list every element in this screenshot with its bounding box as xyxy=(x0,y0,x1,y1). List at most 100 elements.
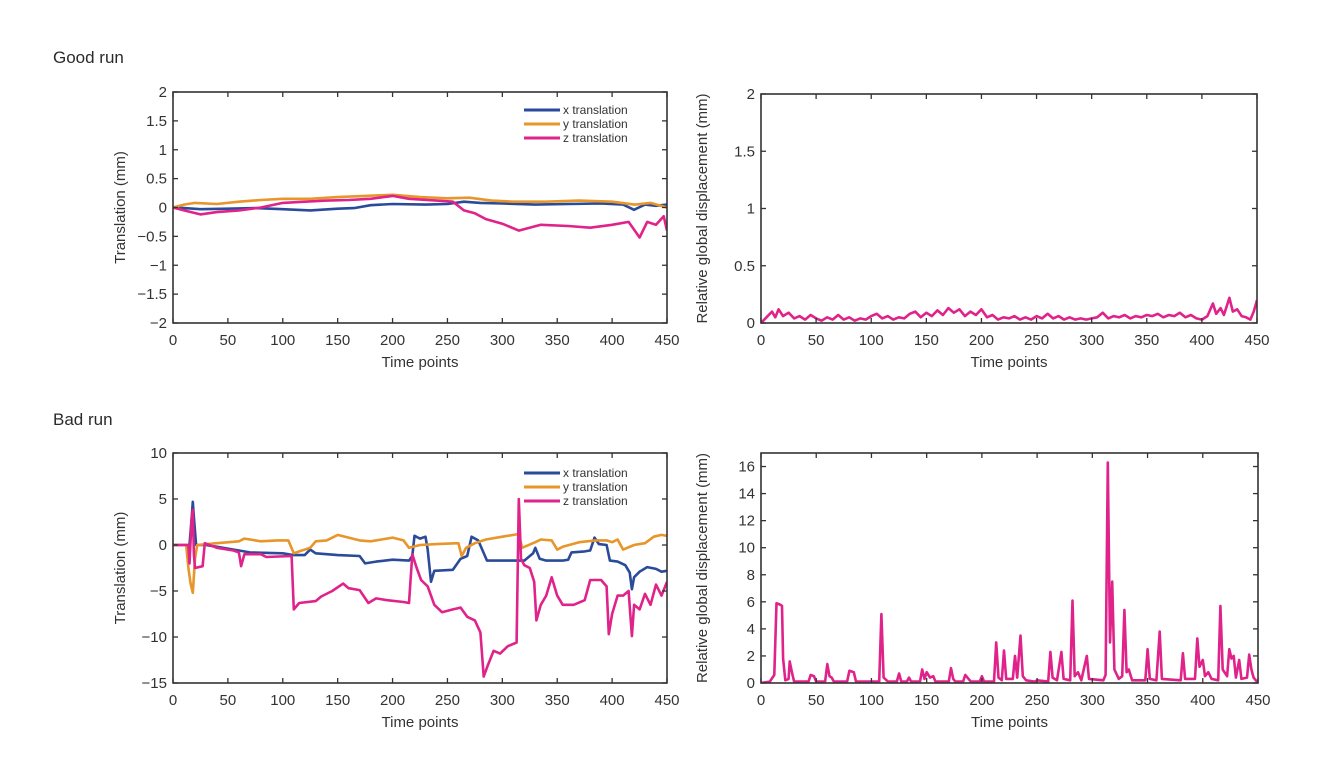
x-tick-label: 450 xyxy=(654,332,679,349)
series-line-z-translation xyxy=(173,497,667,678)
y-axis-label: Translation (mm) xyxy=(112,151,129,264)
x-axis-label: Time points xyxy=(971,354,1048,371)
chart-bad-translation: 0 50 100 150 200 250 300 350 400 450 −15 −10 −5 0 5 10 T… xyxy=(112,445,680,731)
x-tick-label: 350 xyxy=(1134,332,1159,349)
x-tick-label: 350 xyxy=(545,692,570,709)
series-line-x-translation xyxy=(173,500,667,591)
y-tick-label: 10 xyxy=(738,540,755,557)
y-tick-label: 10 xyxy=(150,445,167,462)
series-line-y-translation xyxy=(173,193,667,209)
x-tick-label: 400 xyxy=(600,692,625,709)
x-axis-label: Time points xyxy=(382,714,459,731)
x-tick-label: 250 xyxy=(435,332,460,349)
x-tick-label: 450 xyxy=(654,692,679,709)
x-tick-label: 250 xyxy=(1025,692,1050,709)
x-tick-label: 0 xyxy=(757,332,765,349)
series-line-y-translation xyxy=(173,532,667,595)
y-tick-label: −1 xyxy=(150,257,167,274)
x-tick-label: 150 xyxy=(914,692,939,709)
x-tick-label: 0 xyxy=(169,692,177,709)
series-line-displacement xyxy=(761,296,1257,323)
x-tick-label: 200 xyxy=(969,332,994,349)
good-run-title: Good run xyxy=(53,48,124,67)
y-tick-label: −10 xyxy=(142,629,167,646)
x-axis-label: Time points xyxy=(382,354,459,371)
x-tick-label: 50 xyxy=(220,692,237,709)
x-tick-label: 50 xyxy=(808,692,825,709)
y-tick-label: 5 xyxy=(159,491,167,508)
y-tick-label: 0 xyxy=(159,200,167,217)
x-axis-label: Time points xyxy=(971,714,1048,731)
y-tick-label: 1 xyxy=(747,201,755,218)
y-tick-label: 6 xyxy=(747,594,755,611)
plot-frame xyxy=(172,452,668,684)
y-tick-label: 0.5 xyxy=(146,171,167,188)
y-tick-label: −1.5 xyxy=(137,286,167,303)
x-tick-label: 150 xyxy=(325,692,350,709)
x-tick-label: 400 xyxy=(1189,332,1214,349)
y-tick-label: 0.5 xyxy=(734,258,755,275)
x-tick-label: 300 xyxy=(490,332,515,349)
x-tick-label: 250 xyxy=(435,692,460,709)
x-tick-label: 200 xyxy=(380,332,405,349)
y-tick-label: 16 xyxy=(738,459,755,476)
x-tick-label: 50 xyxy=(220,332,237,349)
x-tick-label: 300 xyxy=(1080,692,1105,709)
chart-good-translation: 0 50 100 150 200 250 300 350 400 450 −2 −1.5 −1 −0.5 0… xyxy=(112,84,680,371)
y-tick-label: 2 xyxy=(159,84,167,101)
y-tick-label: 4 xyxy=(747,621,755,638)
y-tick-label: 0 xyxy=(747,675,755,692)
legend-label: z translation xyxy=(563,494,628,508)
legend-label: y translation xyxy=(563,117,628,131)
x-tick-label: 100 xyxy=(859,692,884,709)
y-tick-label: 14 xyxy=(738,486,755,503)
x-tick-label: 100 xyxy=(859,332,884,349)
x-tick-label: 150 xyxy=(325,332,350,349)
x-tick-label: 250 xyxy=(1024,332,1049,349)
plot-frame xyxy=(760,452,1259,684)
bad-run-title: Bad run xyxy=(53,410,113,429)
x-tick-label: 0 xyxy=(757,692,765,709)
legend-label: z translation xyxy=(563,131,628,145)
x-tick-label: 150 xyxy=(914,332,939,349)
y-tick-label: 0 xyxy=(747,315,755,332)
x-tick-label: 350 xyxy=(545,332,570,349)
y-tick-label: 2 xyxy=(747,86,755,103)
y-tick-label: 2 xyxy=(747,648,755,665)
x-tick-label: 400 xyxy=(1190,692,1215,709)
y-axis-label: Relative global displacement (mm) xyxy=(694,453,711,683)
y-tick-label: 8 xyxy=(747,567,755,584)
y-tick-label: −2 xyxy=(150,315,167,332)
y-axis-label: Translation (mm) xyxy=(112,512,129,625)
x-tick-label: 50 xyxy=(808,332,825,349)
x-tick-label: 200 xyxy=(380,692,405,709)
series-line-z-translation xyxy=(173,194,667,239)
chart-good-displacement: 0 50 100 150 200 250 300 350 400 450 0 0.5 1 1.5 2 Time… xyxy=(694,86,1270,371)
y-tick-label: 12 xyxy=(738,513,755,530)
y-tick-label: −15 xyxy=(142,675,167,692)
legend-label: y translation xyxy=(563,480,628,494)
x-tick-label: 450 xyxy=(1245,692,1270,709)
x-tick-label: 100 xyxy=(270,332,295,349)
x-tick-label: 200 xyxy=(969,692,994,709)
series-line-displacement xyxy=(761,461,1258,683)
y-axis-label: Relative global displacement (mm) xyxy=(694,93,711,323)
x-tick-label: 300 xyxy=(490,692,515,709)
x-tick-label: 350 xyxy=(1135,692,1160,709)
y-tick-label: 0 xyxy=(159,537,167,554)
x-tick-label: 400 xyxy=(600,332,625,349)
y-tick-label: −0.5 xyxy=(137,228,167,245)
legend-label: x translation xyxy=(563,103,628,117)
y-tick-label: −5 xyxy=(150,583,167,600)
plot-frame xyxy=(760,93,1258,324)
x-tick-label: 0 xyxy=(169,332,177,349)
chart-bad-displacement: 0 50 100 150 200 250 300 350 400 450 0 2 4 6 8 10 12 14 16… xyxy=(694,452,1271,731)
x-tick-label: 450 xyxy=(1244,332,1269,349)
legend-label: x translation xyxy=(563,466,628,480)
y-tick-label: 1.5 xyxy=(734,143,755,160)
x-tick-label: 300 xyxy=(1079,332,1104,349)
x-tick-label: 100 xyxy=(270,692,295,709)
